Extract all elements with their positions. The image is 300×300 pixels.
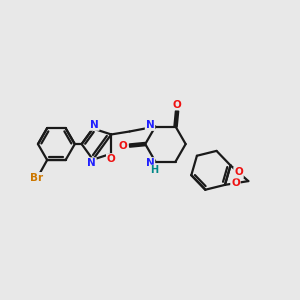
Text: N: N: [146, 120, 154, 130]
Text: O: O: [107, 154, 116, 164]
Text: Br: Br: [30, 173, 43, 183]
Text: O: O: [234, 167, 243, 178]
Text: H: H: [150, 166, 158, 176]
Text: O: O: [173, 100, 182, 110]
Text: O: O: [231, 178, 240, 188]
Text: N: N: [146, 158, 154, 168]
Text: O: O: [119, 140, 128, 151]
Text: N: N: [87, 158, 96, 168]
Text: N: N: [90, 120, 99, 130]
